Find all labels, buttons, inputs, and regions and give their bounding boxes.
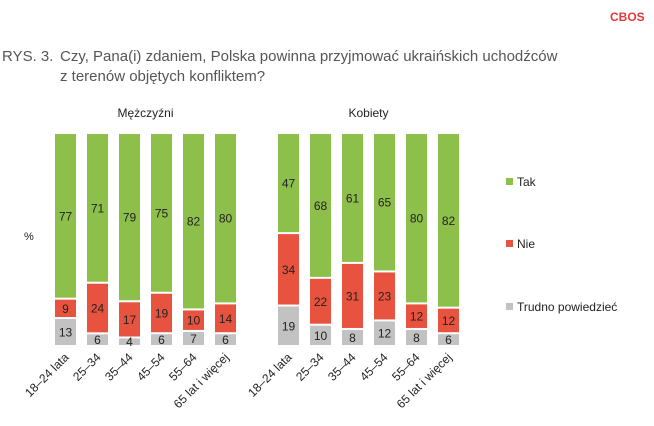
x-tick-label: 45–54 xyxy=(357,350,391,384)
data-label: 68 xyxy=(314,199,328,213)
bar-segment-nie xyxy=(342,263,363,328)
bar-segment-nie xyxy=(374,272,395,320)
bar-segment-tak xyxy=(151,134,172,292)
panel-title: Kobiety xyxy=(348,106,388,120)
bar-segment-nie xyxy=(119,302,140,337)
bar-segment-nie xyxy=(87,283,108,333)
bar-segment-trudno-powiedzieć xyxy=(215,334,236,345)
data-label: 13 xyxy=(59,326,73,340)
bar-segment-trudno-powiedzieć xyxy=(374,321,395,345)
bar-segment-tak xyxy=(183,134,204,309)
bar-segment-nie xyxy=(406,304,427,328)
bar-segment-tak xyxy=(215,134,236,303)
data-label: 65 xyxy=(378,196,392,210)
data-label: 61 xyxy=(346,191,360,205)
data-label: 77 xyxy=(59,209,73,223)
y-axis-label: % xyxy=(24,231,34,243)
x-tick-label: 35–44 xyxy=(102,350,136,384)
bar-segment-nie xyxy=(151,293,172,333)
data-label: 71 xyxy=(91,201,105,215)
bar-segment-tak xyxy=(406,134,427,303)
legend-label: Trudno powiedzieć xyxy=(517,300,617,314)
data-label: 80 xyxy=(410,212,424,226)
cbos-logo: CBOS xyxy=(610,10,645,24)
bar-segment-trudno-powiedzieć xyxy=(183,331,204,345)
data-label: 24 xyxy=(91,302,105,316)
data-label: 47 xyxy=(282,177,296,191)
bar-segment-tak xyxy=(119,134,140,301)
data-label: 14 xyxy=(219,312,233,326)
data-label: 12 xyxy=(378,327,392,341)
data-label: 19 xyxy=(155,306,169,320)
legend-swatch xyxy=(506,303,513,310)
data-label: 8 xyxy=(349,331,356,345)
bar-segment-trudno-powiedzieć xyxy=(119,338,140,345)
data-label: 6 xyxy=(222,333,229,347)
bar-segment-trudno-powiedzieć xyxy=(55,319,76,345)
x-tick-label: 18–24 lata xyxy=(22,350,72,400)
bar-segment-tak xyxy=(374,134,395,271)
data-label: 12 xyxy=(442,314,456,328)
legend-swatch xyxy=(506,240,513,247)
data-label: 6 xyxy=(445,333,452,347)
bar-segment-tak xyxy=(342,134,363,262)
data-label: 82 xyxy=(442,214,456,228)
bar-segment-nie xyxy=(215,304,236,333)
bar-segment-nie xyxy=(278,234,299,305)
legend-swatch xyxy=(506,178,513,185)
legend-label: Tak xyxy=(517,175,537,189)
bar-segment-trudno-powiedzieć xyxy=(278,306,299,345)
data-label: 10 xyxy=(314,329,328,343)
x-tick-label: 25–34 xyxy=(293,350,327,384)
data-label: 4 xyxy=(126,335,133,349)
bar-segment-nie xyxy=(438,308,459,333)
x-tick-label: 45–54 xyxy=(134,350,168,384)
data-label: 82 xyxy=(187,215,201,229)
bar-segment-trudno-powiedzieć xyxy=(87,334,108,345)
data-label: 79 xyxy=(123,211,137,225)
data-label: 22 xyxy=(314,295,328,309)
bar-segment-tak xyxy=(278,134,299,233)
data-label: 34 xyxy=(282,263,296,277)
data-label: 17 xyxy=(123,313,137,327)
chart-title-line-2: z terenów objętych konfliktem? xyxy=(60,68,265,85)
legend-label: Nie xyxy=(517,237,535,251)
bar-segment-nie xyxy=(55,299,76,318)
bar-segment-nie xyxy=(183,310,204,330)
x-tick-label: 35–44 xyxy=(325,350,359,384)
bar-segment-trudno-powiedzieć xyxy=(438,334,459,345)
data-label: 80 xyxy=(219,212,233,226)
bar-segment-trudno-powiedzieć xyxy=(310,325,331,345)
bar-segment-tak xyxy=(310,134,331,277)
data-label: 7 xyxy=(190,332,197,346)
x-tick-label: 18–24 lata xyxy=(245,350,295,400)
data-label: 9 xyxy=(62,302,69,316)
data-label: 31 xyxy=(346,289,360,303)
data-label: 10 xyxy=(187,314,201,328)
bar-segment-trudno-powiedzieć xyxy=(406,329,427,345)
bar-segment-tak xyxy=(438,134,459,307)
data-label: 6 xyxy=(94,333,101,347)
bar-segment-tak xyxy=(87,134,108,282)
bar-segment-trudno-powiedzieć xyxy=(342,329,363,345)
data-label: 75 xyxy=(155,206,169,220)
data-label: 8 xyxy=(413,331,420,345)
chart-title-line-1: Czy, Pana(i) zdaniem, Polska powinna prz… xyxy=(60,48,558,65)
data-label: 6 xyxy=(158,333,165,347)
figure-label: RYS. 3. xyxy=(2,48,53,65)
data-label: 12 xyxy=(410,310,424,324)
bar-segment-trudno-powiedzieć xyxy=(151,334,172,345)
data-label: 23 xyxy=(378,289,392,303)
data-label: 19 xyxy=(282,319,296,333)
bar-segment-tak xyxy=(55,134,76,298)
panel-title: Mężczyźni xyxy=(117,106,173,120)
x-tick-label: 25–34 xyxy=(70,350,104,384)
bar-segment-nie xyxy=(310,278,331,324)
